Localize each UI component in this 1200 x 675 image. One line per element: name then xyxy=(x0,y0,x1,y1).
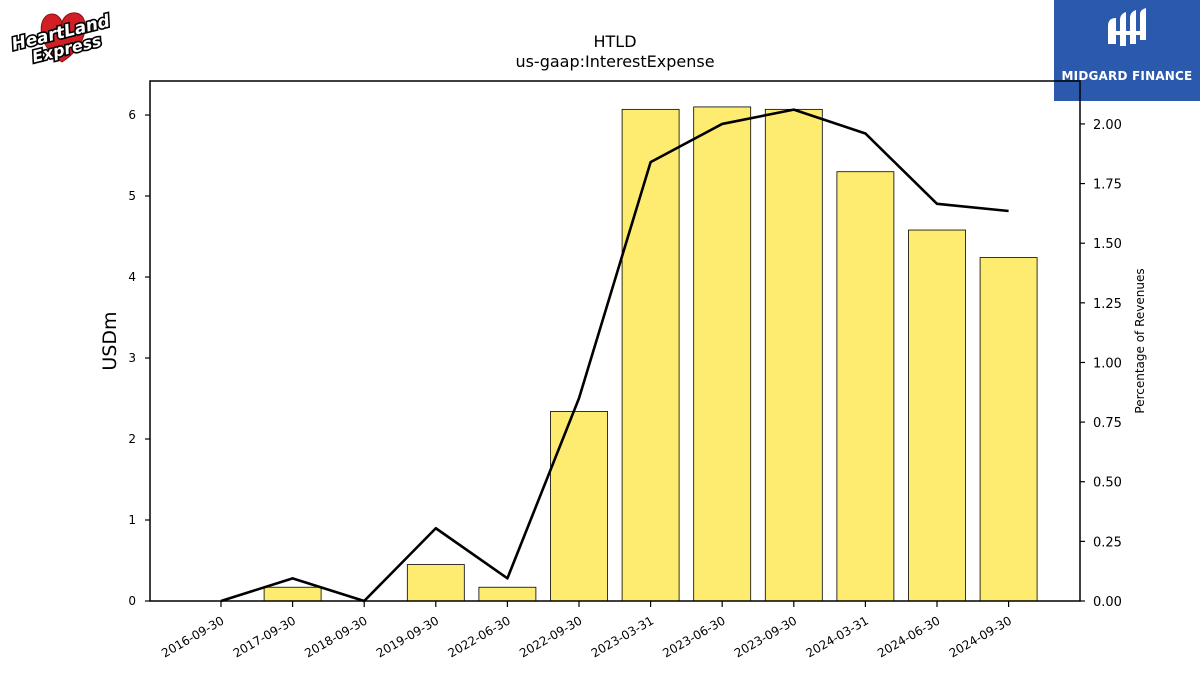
bar-2017-09-30 xyxy=(263,586,322,602)
x-tick-label: 2024-03-31 xyxy=(803,613,870,660)
y-right-tick-label: 0.25 xyxy=(1093,535,1122,550)
midgard-logo-label: MIDGARD FINANCE xyxy=(1061,69,1193,83)
left-axis: 0 1 2 3 4 5 6 xyxy=(128,108,150,608)
y-tick-label: 1 xyxy=(128,513,136,527)
y-right-tick-label: 0.50 xyxy=(1093,476,1122,491)
x-tick-label: 2023-03-31 xyxy=(589,613,656,660)
x-tick-label: 2016-09-30 xyxy=(159,613,226,660)
bar-series xyxy=(263,106,1038,602)
bar-2022-06-30 xyxy=(478,586,537,602)
y-right-tick-label: 2.00 xyxy=(1093,118,1122,133)
x-tick-label: 2023-09-30 xyxy=(732,613,799,660)
bar-2023-09-30 xyxy=(764,108,823,602)
y-tick-label: 0 xyxy=(128,594,136,608)
y-tick-label: 5 xyxy=(128,189,136,203)
heart-logo-icon xyxy=(40,12,86,63)
y-right-tick-label: 1.50 xyxy=(1093,237,1122,252)
bar-2024-06-30 xyxy=(908,229,966,602)
x-tick-label: 2024-09-30 xyxy=(947,613,1014,660)
x-tick-label: 2017-09-30 xyxy=(231,613,298,660)
bar-2024-09-30 xyxy=(979,257,1038,602)
y-right-tick-label: 0.00 xyxy=(1093,595,1122,610)
y-right-tick-label: 1.75 xyxy=(1093,178,1122,193)
chart-subtitle: us-gaap:InterestExpense xyxy=(515,52,715,71)
x-tick-label: 2019-09-30 xyxy=(374,613,441,660)
bar-2022-09-30 xyxy=(550,411,608,602)
x-tick-label: 2023-06-30 xyxy=(660,613,727,660)
x-tick-label: 2024-06-30 xyxy=(875,613,942,660)
x-tick-label: 2022-06-30 xyxy=(445,613,512,660)
y-tick-label: 2 xyxy=(128,432,136,446)
chart-title: HTLD xyxy=(593,32,637,51)
plot-frame xyxy=(149,80,1081,602)
y-right-tick-label: 1.25 xyxy=(1093,297,1122,312)
midgard-finance-logo: MIDGARD FINANCE xyxy=(1054,0,1200,101)
y-axis-label: USDm xyxy=(99,311,121,370)
y-tick-label: 3 xyxy=(128,351,136,365)
y-right-tick-label: 1.00 xyxy=(1093,356,1122,371)
y-right-tick-label: 0.75 xyxy=(1093,416,1122,431)
x-tick-label: 2018-09-30 xyxy=(302,613,369,660)
line-series xyxy=(220,108,1009,603)
x-axis: 2016-09-30 2017-09-30 2018-09-30 2019-09-30… xyxy=(159,601,1014,660)
x-tick-label: 2022-09-30 xyxy=(517,613,584,660)
bar-2023-03-31 xyxy=(621,108,680,602)
bar-2019-09-30 xyxy=(406,564,465,602)
right-axis: 0.00 0.25 0.50 0.75 1.00 1.25 1.50 1.75 2.00 xyxy=(1080,118,1122,610)
y-axis-right-label: Percentage of Revenues xyxy=(1133,268,1147,413)
revenue-percentage-line xyxy=(220,108,1009,603)
y-tick-label: 4 xyxy=(128,270,136,284)
heartland-express-logo: HeartLand Express xyxy=(8,10,114,66)
midgard-logo-icon xyxy=(1108,8,1146,46)
bar-2024-03-31 xyxy=(836,171,895,602)
bar-2023-06-30 xyxy=(693,106,752,602)
y-tick-label: 6 xyxy=(128,108,136,122)
